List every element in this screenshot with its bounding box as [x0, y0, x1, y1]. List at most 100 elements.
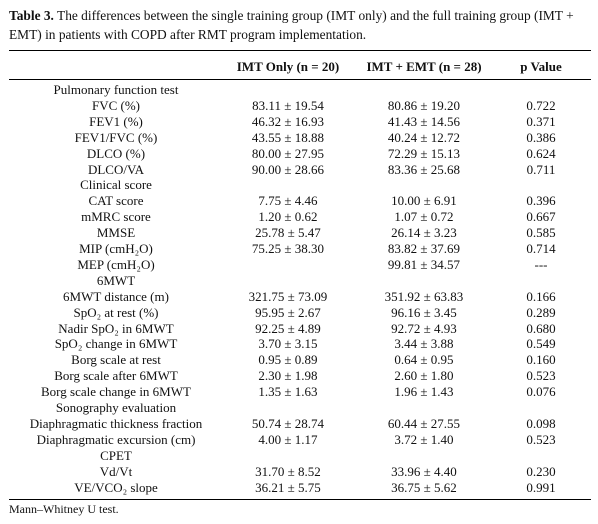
cell-imt-emt: 36.75 ± 5.62: [391, 479, 457, 495]
cell-imt-emt: 351.92 ± 63.83: [384, 288, 464, 304]
row-label: VE/VCO₂ slope: [74, 479, 158, 495]
row-label: SpO₂ change in 6MWT: [54, 336, 178, 352]
section-label: 6MWT: [96, 272, 136, 288]
data-row: Borg scale at rest 0.95 ± 0.89 0.64 ± 0.95…: [9, 352, 591, 368]
cell-imt-emt: 83.82 ± 37.69: [387, 241, 461, 256]
top-rule: [9, 50, 591, 51]
cell-imt-emt: 2.60 ± 1.80: [394, 368, 454, 384]
cell-p-value: 0.523: [526, 431, 556, 447]
cell-imt-emt: 40.24 ± 12.72: [387, 129, 461, 145]
cell-imt-only: 1.20 ± 0.62: [258, 209, 318, 225]
data-row: MEP (cmH₂O) 99.81 ± 34.57 ---: [9, 257, 591, 273]
cell-imt-only: 95.95 ± 2.67: [255, 304, 321, 320]
data-row: Borg scale change in 6MWT 1.35 ± 1.63 1.96…: [9, 384, 591, 400]
cell-imt-emt: 60.44 ± 27.55: [387, 415, 461, 431]
header-row: IMT Only (n = 20) IMT + EMT (n = 28) p V…: [9, 59, 591, 75]
section-row: CPET: [9, 448, 591, 464]
cell-p-value: 0.711: [526, 161, 556, 177]
section-label: CPET: [100, 447, 132, 463]
data-row: MMSE 25.78 ± 5.47 26.14 ± 3.23 0.585: [9, 225, 591, 241]
data-row: mMRC score 1.20 ± 0.62 1.07 ± 0.72 0.667: [9, 209, 591, 225]
row-label: FEV1/FVC (%): [74, 129, 158, 145]
data-row: Diaphragmatic excursion (cm) 4.00 ± 1.17 3…: [9, 432, 591, 448]
caption: Table 3. The differences between the sin…: [9, 6, 591, 44]
data-row: DLCO (%) 80.00 ± 27.95 72.29 ± 15.13 0.624: [9, 146, 591, 162]
cell-p-value: 0.991: [526, 479, 556, 495]
caption-label: Table 3.: [9, 8, 54, 23]
row-label: mMRC score: [81, 209, 151, 225]
cell-p-value: 0.230: [526, 463, 556, 479]
cell-imt-emt: 96.16 ± 3.45: [391, 304, 457, 320]
cell-imt-emt: 72.29 ± 15.13: [387, 145, 461, 161]
row-label: DLCO/VA: [87, 161, 145, 177]
cell-imt-emt: 1.96 ± 1.43: [394, 384, 454, 400]
cell-imt-only: 2.30 ± 1.98: [258, 368, 318, 384]
cell-p-value: 0.714: [526, 241, 556, 256]
cell-imt-emt: 26.14 ± 3.23: [391, 225, 457, 241]
row-label: Borg scale at rest: [71, 352, 161, 368]
cell-imt-emt: 1.07 ± 0.72: [394, 209, 454, 225]
cell-imt-only: 31.70 ± 8.52: [255, 463, 321, 479]
row-label: FVC (%): [91, 97, 141, 113]
data-row: CAT score 7.75 ± 4.46 10.00 ± 6.91 0.396: [9, 193, 591, 209]
cell-imt-only: 7.75 ± 4.46: [258, 193, 318, 209]
cell-imt-only: 36.21 ± 5.75: [255, 479, 321, 495]
cell-p-value: 0.076: [526, 384, 556, 400]
footnote: Mann–Whitney U test.: [9, 502, 119, 516]
row-label: Borg scale after 6MWT: [54, 368, 178, 384]
row-label: SpO₂ at rest (%): [73, 304, 159, 320]
cell-imt-only: 321.75 ± 73.09: [248, 288, 328, 304]
cell-p-value: 0.680: [526, 320, 556, 336]
row-label: Diaphragmatic excursion (cm): [36, 431, 196, 447]
data-row: Vd/Vt 31.70 ± 8.52 33.96 ± 4.40 0.230: [9, 464, 591, 480]
data-row: VE/VCO₂ slope 36.21 ± 5.75 36.75 ± 5.62 0.9…: [9, 480, 591, 496]
section-row: Clinical score: [9, 177, 591, 193]
data-row: MIP (cmH₂O) 75.25 ± 38.30 83.82 ± 37.69 0.7…: [9, 241, 591, 257]
data-row: Borg scale after 6MWT 2.30 ± 1.98 2.60 ± 1…: [9, 368, 591, 384]
cell-p-value: 0.160: [526, 352, 556, 368]
row-label: Diaphragmatic thickness fraction: [29, 415, 203, 431]
cell-p-value: 0.396: [526, 193, 556, 209]
cell-p-value: 0.523: [526, 368, 556, 384]
cell-p-value: 0.371: [526, 113, 556, 129]
cell-p-value: 0.722: [526, 97, 556, 113]
row-label: Nadir SpO₂ in 6MWT: [58, 320, 174, 336]
section-row: 6MWT: [9, 273, 591, 289]
data-row: FVC (%) 83.11 ± 19.54 80.86 ± 19.20 0.722: [9, 98, 591, 114]
section-label: Pulmonary function test: [53, 82, 179, 97]
row-label: DLCO (%): [86, 145, 146, 161]
cell-imt-emt: 10.00 ± 6.91: [391, 193, 457, 209]
cell-imt-only: 46.32 ± 16.93: [251, 113, 325, 129]
cell-imt-emt: 99.81 ± 34.57: [387, 256, 461, 272]
cell-imt-only: 1.35 ± 1.63: [258, 384, 318, 400]
cell-imt-only: 0.95 ± 0.89: [258, 352, 318, 368]
header-cell: IMT Only (n = 20): [236, 59, 340, 74]
cell-p-value: 0.549: [526, 336, 556, 352]
header-cell: IMT + EMT (n = 28): [366, 59, 482, 74]
cell-imt-emt: 33.96 ± 4.40: [391, 463, 457, 479]
cell-p-value: 0.098: [526, 415, 556, 431]
header-rule: [9, 79, 591, 80]
data-row: FEV1 (%) 46.32 ± 16.93 41.43 ± 14.56 0.371: [9, 114, 591, 130]
cell-p-value: 0.585: [526, 225, 556, 241]
cell-imt-emt: 0.64 ± 0.95: [394, 352, 454, 368]
section-row: Pulmonary function test: [9, 82, 591, 98]
cell-imt-only: 75.25 ± 38.30: [251, 241, 325, 256]
row-label: CAT score: [88, 193, 144, 209]
data-row: DLCO/VA 90.00 ± 28.66 83.36 ± 25.68 0.711: [9, 162, 591, 178]
cell-imt-emt: 3.72 ± 1.40: [394, 431, 454, 447]
section-label: Clinical score: [80, 177, 152, 193]
row-label: MEP (cmH₂O): [77, 256, 155, 272]
row-label: MIP (cmH₂O): [79, 241, 153, 256]
data-row: SpO₂ at rest (%) 95.95 ± 2.67 96.16 ± 3.45…: [9, 305, 591, 321]
cell-p-value: 0.386: [526, 129, 556, 145]
data-row: Diaphragmatic thickness fraction 50.74 ± …: [9, 416, 591, 432]
cell-p-value: 0.667: [526, 209, 556, 225]
cell-p-value: 0.166: [526, 288, 556, 304]
cell-p-value: 0.624: [526, 145, 556, 161]
cell-imt-emt: 41.43 ± 14.56: [387, 113, 461, 129]
section-label: Sonography evaluation: [55, 400, 177, 415]
cell-imt-emt: 80.86 ± 19.20: [387, 97, 461, 113]
cell-imt-only: 50.74 ± 28.74: [251, 415, 325, 431]
